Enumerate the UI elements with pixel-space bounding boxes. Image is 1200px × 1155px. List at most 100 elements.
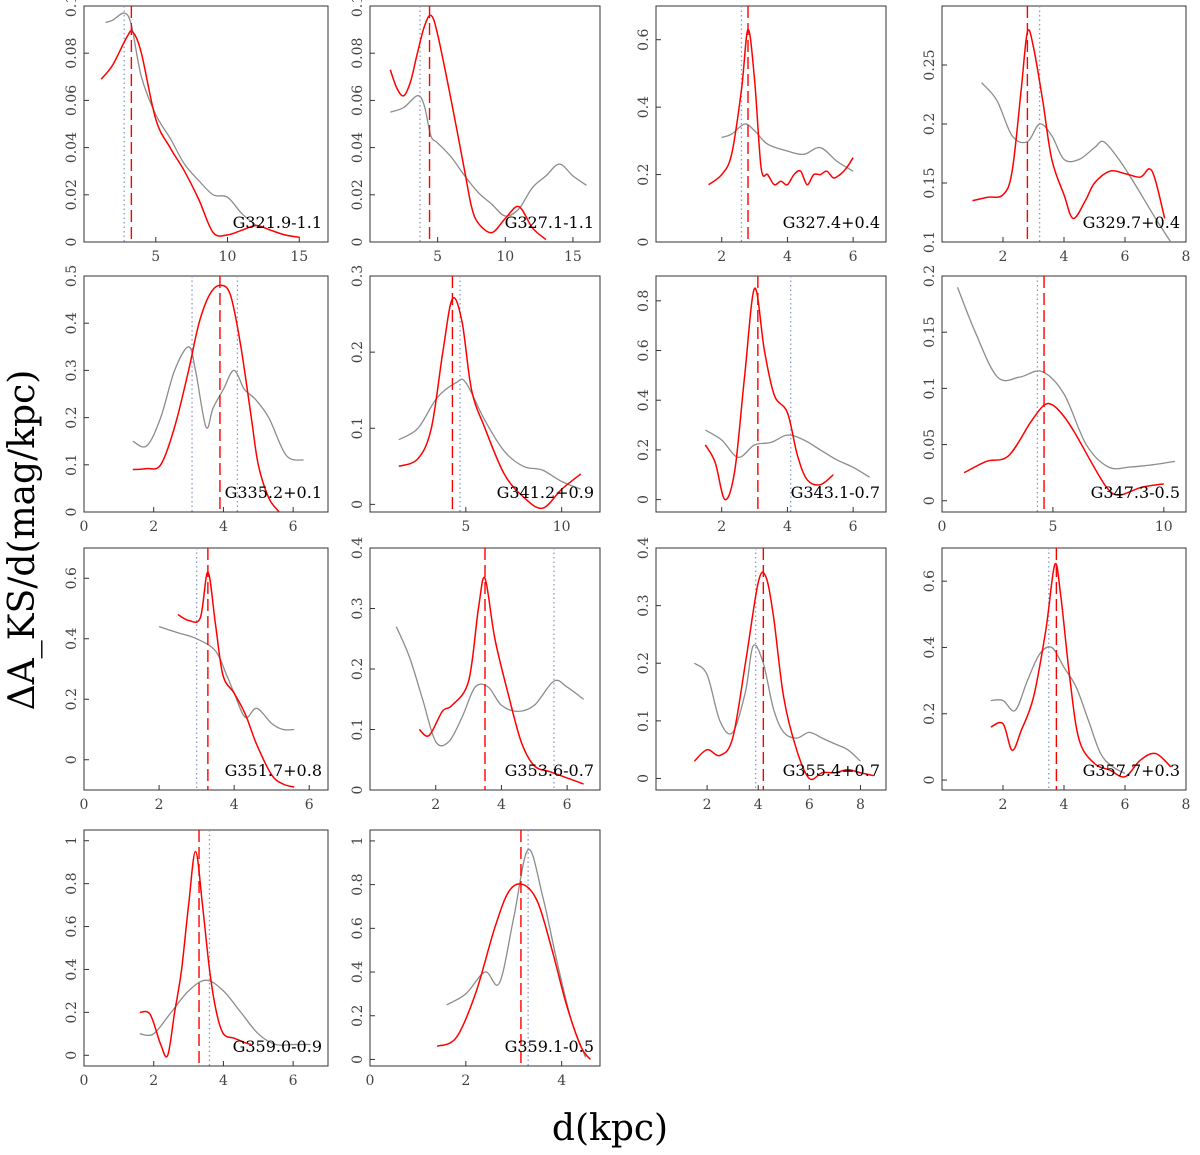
x-tick-label: 2 xyxy=(999,249,1008,265)
y-tick-label: 0.1 xyxy=(636,710,652,732)
x-tick-label: 0 xyxy=(938,519,947,535)
panel-frame xyxy=(369,275,601,513)
panel-plot-area xyxy=(704,276,870,512)
x-tick-label: 4 xyxy=(1060,249,1069,265)
x-tick-label: 6 xyxy=(1121,797,1130,813)
y-tick-label: 0.2 xyxy=(636,439,652,461)
y-tick-label: 0.2 xyxy=(64,406,80,428)
panel-frame xyxy=(83,547,329,791)
x-tick-label: 6 xyxy=(805,797,814,813)
y-tick-label: 0.1 xyxy=(64,454,80,476)
x-tick-label: 2 xyxy=(149,1073,158,1089)
panel-G355.4+0.7: 2 4 6 8 0 0.1 0.2 0.3 0.4 G355.4+0.7 xyxy=(636,537,887,813)
y-tick-label: 0.2 xyxy=(64,1001,80,1023)
y-tick-label: 0.3 xyxy=(350,597,366,619)
x-axis-title: d(kpc) xyxy=(552,1108,668,1149)
gray-series-line xyxy=(105,12,257,227)
y-tick-label: 0.6 xyxy=(64,915,80,937)
y-tick-label: 0 xyxy=(64,508,80,517)
panel-plot-area xyxy=(395,548,584,790)
panel-label: G359.1-0.5 xyxy=(505,1037,594,1056)
panel-label: G335.2+0.1 xyxy=(225,483,322,502)
panel-label: G359.0-0.9 xyxy=(233,1037,322,1056)
y-tick-label: 0.05 xyxy=(922,429,938,460)
y-tick-label: 0.1 xyxy=(64,0,80,17)
y-tick-label: 1 xyxy=(350,836,366,845)
panel-plot-area xyxy=(956,276,1176,512)
red-series-line xyxy=(708,28,854,186)
y-tick-label: 0.06 xyxy=(64,85,80,116)
panel-G359.0-0.9: 0 2 4 6 0 0.2 0.4 0.6 0.8 1 G359.0-0.9 xyxy=(64,829,329,1089)
panel-plot-area xyxy=(139,830,311,1066)
panel-label: G357.7+0.3 xyxy=(1083,761,1180,780)
panel-frame xyxy=(655,5,887,243)
x-tick-label: 6 xyxy=(563,797,572,813)
x-tick-label: 2 xyxy=(149,519,158,535)
y-tick-label: 0.6 xyxy=(922,570,938,592)
gray-series-line xyxy=(990,646,1126,774)
y-axis-title: ΔA_KS/d(mag/kpc) xyxy=(2,370,43,711)
panel-label: G329.7+0.4 xyxy=(1083,213,1180,232)
panel-G351.7+0.8: 0 2 4 6 0 0.2 0.4 0.6 G351.7+0.8 xyxy=(64,547,329,813)
y-tick-label: 0 xyxy=(922,776,938,785)
y-tick-label: 1 xyxy=(64,836,80,845)
gray-series-line xyxy=(721,123,854,172)
panel-plot-area xyxy=(132,276,304,512)
y-tick-label: 0 xyxy=(64,238,80,247)
panel-G353.6-0.7: 2 4 6 0 0.1 0.2 0.3 0.4 G353.6-0.7 xyxy=(350,537,601,813)
panel-G343.1-0.7: 2 4 6 0 0.2 0.4 0.6 0.8 G343.1-0.7 xyxy=(636,275,887,535)
panel-frame xyxy=(369,829,601,1067)
y-tick-label: 0 xyxy=(350,238,366,247)
y-tick-label: 0.8 xyxy=(64,873,80,895)
y-tick-label: 0.4 xyxy=(636,389,652,411)
panel-frame xyxy=(941,5,1187,243)
y-tick-label: 0.02 xyxy=(350,179,366,210)
x-tick-label: 5 xyxy=(1048,519,1057,535)
panel-G359.1-0.5: 0 2 4 0 0.2 0.4 0.6 0.8 1 G359.1-0.5 xyxy=(350,829,601,1089)
x-tick-label: 8 xyxy=(1182,797,1191,813)
red-series-line xyxy=(963,402,1164,496)
y-tick-label: 0 xyxy=(636,238,652,247)
x-tick-label: 6 xyxy=(305,797,314,813)
x-tick-label: 4 xyxy=(783,249,792,265)
x-tick-label: 0 xyxy=(80,797,89,813)
y-tick-label: 0.1 xyxy=(350,417,366,439)
red-series-line xyxy=(704,287,834,501)
y-tick-label: 0.1 xyxy=(350,718,366,740)
y-tick-label: 0.08 xyxy=(350,38,366,69)
y-tick-label: 0.15 xyxy=(922,317,938,348)
y-tick-label: 0.15 xyxy=(922,167,938,198)
panel-label: G351.7+0.8 xyxy=(225,761,322,780)
x-tick-label: 6 xyxy=(289,519,298,535)
panel-plot-area xyxy=(990,548,1172,790)
y-tick-label: 0 xyxy=(636,774,652,783)
red-series-line xyxy=(418,576,584,785)
y-tick-label: 0 xyxy=(350,1055,366,1064)
x-tick-label: 2 xyxy=(717,249,726,265)
y-tick-label: 0.08 xyxy=(64,38,80,69)
x-tick-label: 15 xyxy=(564,249,582,265)
y-tick-label: 0.4 xyxy=(636,96,652,118)
panel-G327.1-1.1: 5 10 15 0 0.02 0.04 0.06 0.08 0.1 G327.1-1.1 xyxy=(350,0,601,265)
panel-G335.2+0.1: 0 2 4 6 0 0.1 0.2 0.3 0.4 0.5 G335.2+0.1 xyxy=(64,265,329,535)
y-tick-label: 0.8 xyxy=(636,290,652,312)
red-series-line xyxy=(972,29,1166,220)
x-tick-label: 4 xyxy=(230,797,239,813)
panel-G321.9-1.1: 5 10 15 0 0.02 0.04 0.06 0.08 0.1 G321.9-1.1 xyxy=(64,0,329,265)
panel-frame xyxy=(655,547,887,791)
y-tick-label: 0.1 xyxy=(350,0,366,17)
panel-plot-area xyxy=(693,548,874,790)
y-tick-label: 0.4 xyxy=(64,958,80,980)
x-tick-label: 4 xyxy=(783,519,792,535)
red-series-line xyxy=(693,571,874,781)
panel-plot-area xyxy=(436,830,591,1066)
y-tick-label: 0.4 xyxy=(64,312,80,334)
panel-G357.7+0.3: 2 4 6 8 0 0.2 0.4 0.6 G357.7+0.3 xyxy=(922,547,1191,813)
y-tick-label: 0 xyxy=(350,786,366,795)
y-tick-label: 0.1 xyxy=(922,377,938,399)
x-tick-label: 2 xyxy=(999,797,1008,813)
x-tick-label: 2 xyxy=(155,797,164,813)
x-tick-label: 0 xyxy=(366,1073,375,1089)
panel-frame xyxy=(83,829,329,1067)
x-tick-label: 10 xyxy=(553,519,571,535)
